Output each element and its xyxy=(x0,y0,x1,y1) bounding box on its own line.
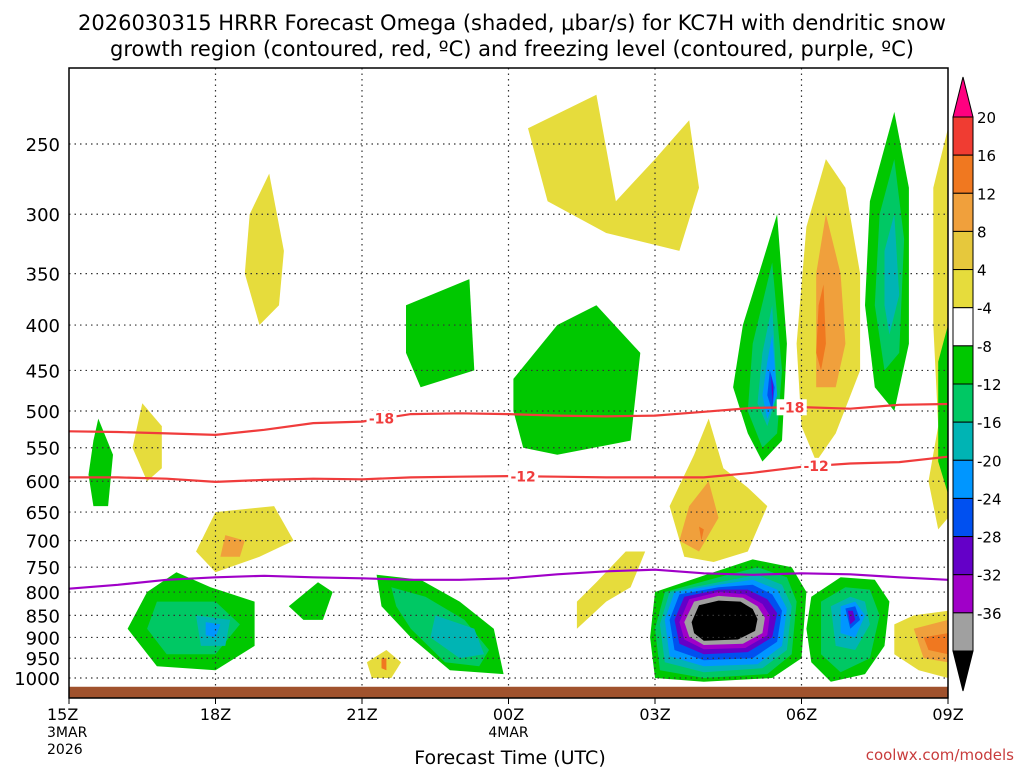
y-tick-label-800: 800 xyxy=(26,583,60,604)
colorbar-label-8: -16 xyxy=(977,414,1002,432)
contour-label-bg-1-1 xyxy=(801,457,832,474)
omega-region-30 xyxy=(816,284,826,371)
y-tick-label-350: 350 xyxy=(26,265,60,286)
omega-colorbar: 20 16 12 8 4 -4 -8 -12 -16 -20 -24 -28 -32 -36 xyxy=(952,76,1002,692)
x-tick-label-21Z: 21Z xyxy=(346,705,377,724)
x-tick-label-09Z: 09Z xyxy=(932,705,963,724)
x-tick-year-15Z: 2026 xyxy=(47,742,83,758)
omega-region-26 xyxy=(767,370,775,411)
y-tick-label-700: 700 xyxy=(26,532,60,553)
omega-region-3 xyxy=(406,279,475,388)
y-axis-pressure-levels: 2503003504004505005506006507007508008509… xyxy=(14,135,60,690)
colorbar-segment-4 xyxy=(952,269,974,309)
chart-title-line1: 2026030315 HRRR Forecast Omega (shaded, … xyxy=(78,11,946,35)
contour-label-1-1: -12 xyxy=(804,459,829,475)
y-tick-label-550: 550 xyxy=(26,439,60,460)
x-tick-label-15Z: 15Z xyxy=(47,705,78,724)
omega-region-1 xyxy=(132,403,162,482)
omega-region-0 xyxy=(88,418,113,507)
omega-region-53 xyxy=(923,633,948,655)
colorbar-segment-9 xyxy=(952,459,974,499)
omega-region-17 xyxy=(381,658,387,671)
contour-label-0-0: -18 xyxy=(369,412,394,428)
colorbar-label-7: -12 xyxy=(977,376,1002,394)
colorbar-label-2: 12 xyxy=(977,185,996,203)
colorbar-label-0: 20 xyxy=(977,109,996,127)
plot-gridlines xyxy=(69,68,948,698)
x-tick-date-15Z: 3MAR xyxy=(47,725,88,741)
contour-line-2 xyxy=(68,568,949,590)
omega-region-20 xyxy=(679,481,719,552)
colorbar-segment-3 xyxy=(952,230,974,271)
colorbar-segment-11 xyxy=(952,536,974,576)
chart-title-line2: growth region (contoured, red, ºC) and f… xyxy=(110,37,914,61)
colorbar-segment-6 xyxy=(952,345,974,385)
contour-label-0-1: -18 xyxy=(779,400,804,416)
colorbar-segment-2 xyxy=(952,192,974,232)
colorbar-segment-10 xyxy=(952,497,974,538)
omega-region-6 xyxy=(196,506,294,573)
y-tick-label-650: 650 xyxy=(26,503,60,524)
contour-label-bg-0-1 xyxy=(776,399,807,416)
colorbar-label-10: -24 xyxy=(977,490,1002,508)
omega-region-21 xyxy=(699,526,704,541)
omega-region-2 xyxy=(244,173,284,325)
colorbar-segment-1 xyxy=(952,154,974,194)
contour-label-1-0: -12 xyxy=(511,469,536,485)
omega-region-44 xyxy=(691,600,758,641)
colorbar-top-arrow xyxy=(952,76,974,118)
colorbar-label-12: -32 xyxy=(977,567,1002,585)
colorbar-segment-0 xyxy=(952,116,974,156)
omega-region-11 xyxy=(205,622,221,638)
colorbar-bottom-arrow xyxy=(952,650,974,692)
x-tick-label-00Z: 00Z xyxy=(493,705,524,724)
y-tick-label-1000: 1000 xyxy=(14,669,60,690)
x-tick-label-06Z: 06Z xyxy=(786,705,817,724)
omega-region-35 xyxy=(938,325,948,494)
contour-label-bg-0-0 xyxy=(366,410,397,427)
x-axis-title: Forecast Time (UTC) xyxy=(414,747,605,768)
x-tick-label-03Z: 03Z xyxy=(639,705,670,724)
colorbar-label-5: -4 xyxy=(977,300,992,318)
omega-region-27 xyxy=(771,374,774,404)
y-tick-label-900: 900 xyxy=(26,628,60,649)
y-tick-label-850: 850 xyxy=(26,606,60,627)
colorbar-label-6: -8 xyxy=(977,338,992,356)
y-tick-label-950: 950 xyxy=(26,649,60,670)
y-tick-label-750: 750 xyxy=(26,558,60,579)
x-tick-label-18Z: 18Z xyxy=(200,705,231,724)
omega-region-5 xyxy=(528,94,699,251)
colorbar-segment-7 xyxy=(952,383,974,423)
y-tick-label-500: 500 xyxy=(26,402,60,423)
colorbar-segment-12 xyxy=(952,574,974,614)
omega-region-15 xyxy=(430,615,485,659)
site-watermark: coolwx.com/models xyxy=(866,746,1014,764)
ground-surface-strip xyxy=(69,686,948,698)
x-tick-date-00Z: 4MAR xyxy=(488,725,529,741)
colorbar-segment-5 xyxy=(952,307,974,347)
colorbar-label-4: 4 xyxy=(977,262,987,280)
omega-region-33 xyxy=(884,214,900,335)
y-tick-label-400: 400 xyxy=(26,316,60,337)
omega-region-50 xyxy=(847,610,856,625)
colorbar-label-9: -20 xyxy=(977,452,1002,470)
colorbar-label-1: 16 xyxy=(977,147,996,165)
colorbar-label-11: -28 xyxy=(977,529,1002,547)
colorbar-segment-13 xyxy=(952,612,974,652)
y-tick-label-300: 300 xyxy=(26,205,60,226)
colorbar-label-3: 8 xyxy=(977,223,987,241)
y-tick-label-450: 450 xyxy=(26,361,60,382)
contour-label-bg-1-0 xyxy=(508,468,539,485)
colorbar-segment-8 xyxy=(952,421,974,461)
contour-lines-layer: -18 -18 -12 -12 xyxy=(68,399,949,590)
omega-region-12 xyxy=(288,582,333,620)
colorbar-label-13: -36 xyxy=(977,605,1002,623)
omega-region-7 xyxy=(220,535,245,557)
y-tick-label-600: 600 xyxy=(26,472,60,493)
y-tick-label-250: 250 xyxy=(26,135,60,156)
